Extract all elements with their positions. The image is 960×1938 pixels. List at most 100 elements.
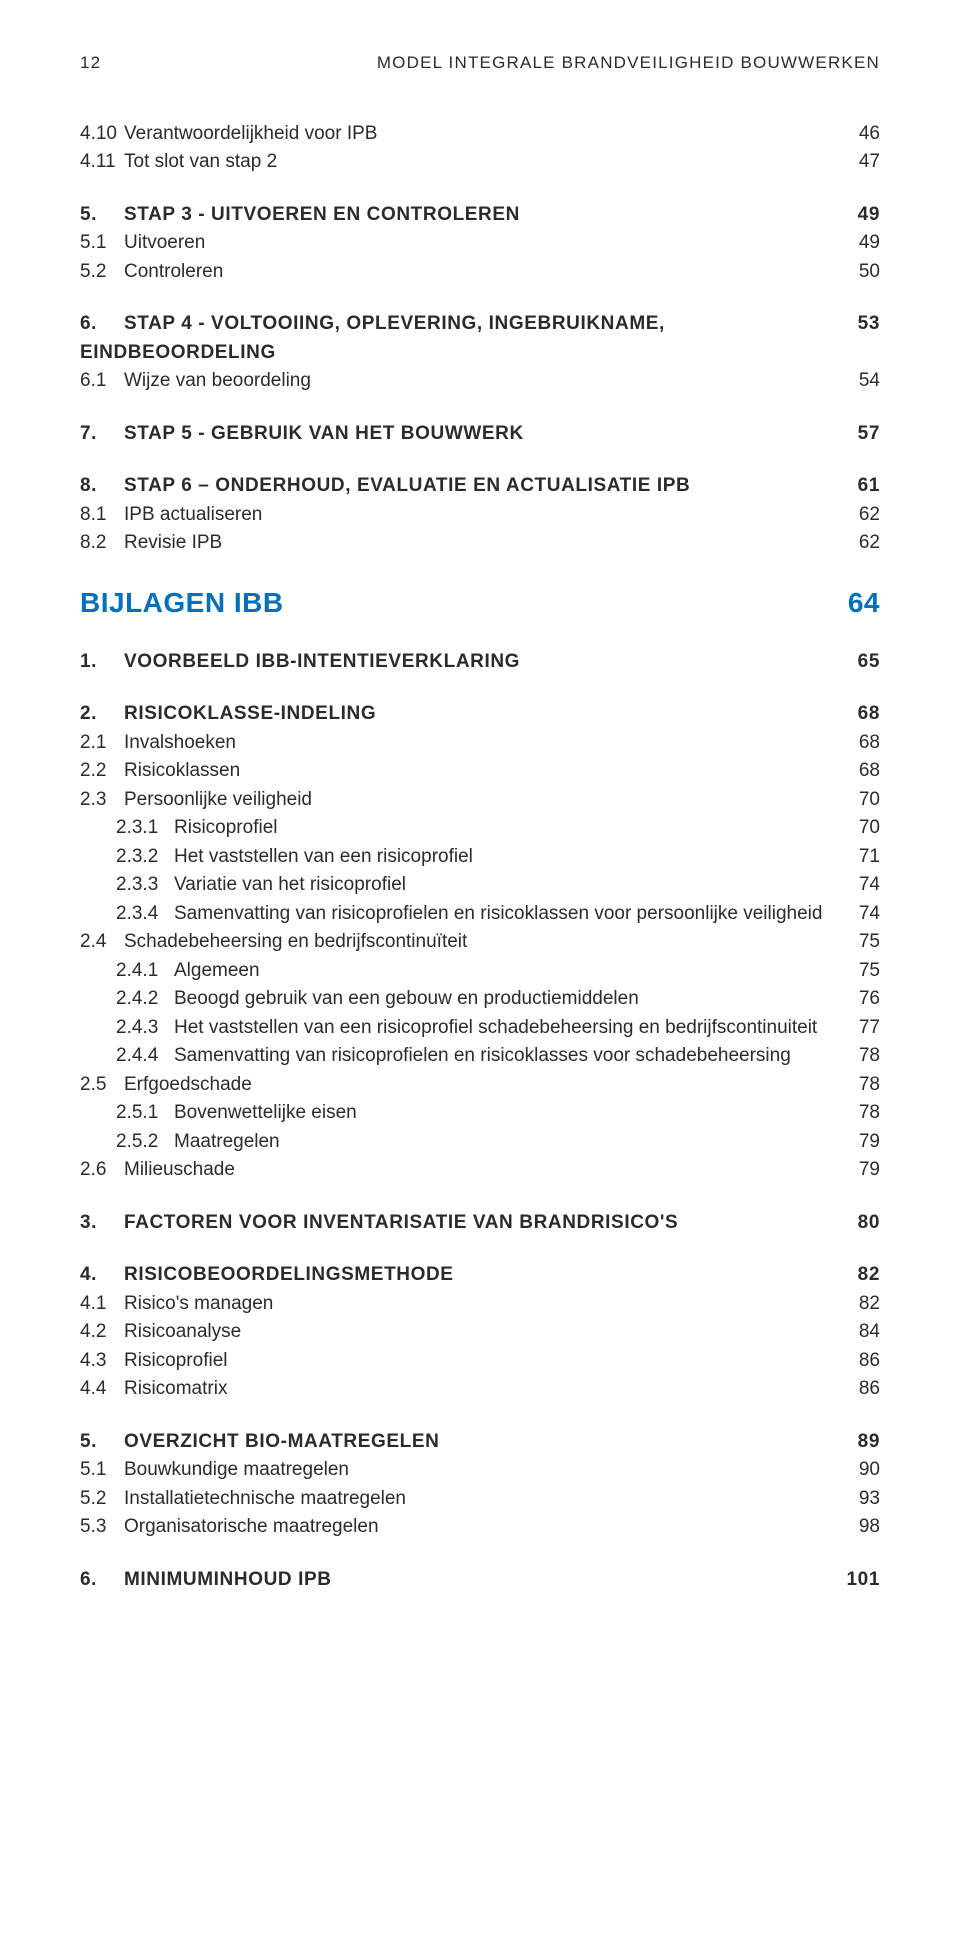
toc-text: Installatietechnische maatregelen xyxy=(124,1488,406,1509)
toc-label: 1.Voorbeeld IBB-intentieverklaring xyxy=(80,648,842,677)
toc-label: 4.Risicobeoordelingsmethode xyxy=(80,1261,842,1290)
toc-label: 2.3.4Samenvatting van risicoprofielen en… xyxy=(116,900,843,929)
toc-label: 2.4.3Het vaststellen van een risicoprofi… xyxy=(116,1014,843,1043)
toc-page: 75 xyxy=(843,957,880,986)
toc-label: 2.5.1Bovenwettelijke eisen xyxy=(116,1099,843,1128)
toc-text: Bijlagen IBB xyxy=(80,587,284,618)
toc-page: 93 xyxy=(843,1485,880,1514)
toc-row: 2.4.2Beoogd gebruik van een gebouw en pr… xyxy=(80,985,880,1014)
toc-label: 7.Stap 5 - Gebruik van het bouwwerk xyxy=(80,420,842,449)
toc-label: 6.Stap 4 - Voltooiing, oplevering, ingeb… xyxy=(80,310,842,367)
toc-row: 2.5Erfgoedschade78 xyxy=(80,1071,880,1100)
toc-label: 3.Factoren voor inventarisatie van brand… xyxy=(80,1209,842,1238)
toc-number: 2.4.2 xyxy=(116,985,174,1014)
toc-number: 4.2 xyxy=(80,1318,124,1347)
toc-label: 8.2Revisie IPB xyxy=(80,529,843,558)
document-title: Model Integrale Brandveiligheid Bouwwerk… xyxy=(377,50,880,76)
toc-page: 49 xyxy=(843,229,880,258)
toc-label: 5.Stap 3 - Uitvoeren en controleren xyxy=(80,201,842,230)
toc-label: 4.11Tot slot van stap 2 xyxy=(80,148,843,177)
toc-label: 2.4Schadebeheersing en bedrijfscontinuït… xyxy=(80,928,843,957)
toc-row: 4.10Verantwoordelijkheid voor IPB46 xyxy=(80,120,880,149)
toc-number: 4.1 xyxy=(80,1290,124,1319)
toc-label: 2.3.3Variatie van het risicoprofiel xyxy=(116,871,843,900)
toc-number: 5.2 xyxy=(80,258,124,287)
toc-row: 1.Voorbeeld IBB-intentieverklaring65 xyxy=(80,648,880,677)
toc-page: 64 xyxy=(832,582,880,624)
toc-text: Stap 3 - Uitvoeren en controleren xyxy=(124,204,520,225)
toc-number: 4.4 xyxy=(80,1375,124,1404)
toc-page: 54 xyxy=(843,367,880,396)
toc-page: 101 xyxy=(830,1566,880,1595)
toc-page: 62 xyxy=(843,501,880,530)
toc-page: 71 xyxy=(843,843,880,872)
toc-label: 5.Overzicht BIO-maatregelen xyxy=(80,1428,842,1457)
toc-text: Risicomatrix xyxy=(124,1378,227,1399)
toc-page: 68 xyxy=(842,700,880,729)
toc-text: Beoogd gebruik van een gebouw en product… xyxy=(174,988,639,1009)
toc-text: Risicoprofiel xyxy=(124,1350,227,1371)
toc-text: Minimuminhoud IPB xyxy=(124,1569,332,1590)
toc-number: 5.1 xyxy=(80,229,124,258)
toc-row: 2.4.4Samenvatting van risicoprofielen en… xyxy=(80,1042,880,1071)
toc-row: 4.1Risico's managen82 xyxy=(80,1290,880,1319)
toc-text: Erfgoedschade xyxy=(124,1074,252,1095)
toc-label: 6.1Wijze van beoordeling xyxy=(80,367,843,396)
toc-page: 68 xyxy=(843,729,880,758)
toc-text: IPB actualiseren xyxy=(124,504,262,525)
toc-row: 2.3.1Risicoprofiel70 xyxy=(80,814,880,843)
toc-row: 2.6Milieuschade79 xyxy=(80,1156,880,1185)
toc-row: 2.5.2Maatregelen 79 xyxy=(80,1128,880,1157)
toc-label: 2.6Milieuschade xyxy=(80,1156,843,1185)
toc-row: 5.1Uitvoeren49 xyxy=(80,229,880,258)
toc-row: 2.3.4Samenvatting van risicoprofielen en… xyxy=(80,900,880,929)
toc-label: 2.5Erfgoedschade xyxy=(80,1071,843,1100)
toc-row: 2.2Risicoklassen68 xyxy=(80,757,880,786)
toc-text: Maatregelen xyxy=(174,1131,280,1152)
toc-text: Bouwkundige maatregelen xyxy=(124,1459,349,1480)
toc-row: 4.4Risicomatrix86 xyxy=(80,1375,880,1404)
toc-page: 78 xyxy=(843,1071,880,1100)
toc-text: Risicoanalyse xyxy=(124,1321,241,1342)
toc-text: Persoonlijke veiligheid xyxy=(124,789,312,810)
toc-page: 70 xyxy=(843,814,880,843)
toc-text: Milieuschade xyxy=(124,1159,235,1180)
toc-number: 2.3.1 xyxy=(116,814,174,843)
toc-text: Bovenwettelijke eisen xyxy=(174,1102,357,1123)
toc-number: 5.3 xyxy=(80,1513,124,1542)
toc-row: 2.5.1Bovenwettelijke eisen78 xyxy=(80,1099,880,1128)
toc-label: 2.2Risicoklassen xyxy=(80,757,843,786)
toc-number: 2.5.2 xyxy=(116,1128,174,1157)
toc-page: 79 xyxy=(843,1156,880,1185)
toc-row: 5.3Organisatorische maatregelen98 xyxy=(80,1513,880,1542)
toc-page: 57 xyxy=(842,420,880,449)
toc-label: 2.4.2Beoogd gebruik van een gebouw en pr… xyxy=(116,985,843,1014)
toc-number: 2.4.3 xyxy=(116,1014,174,1043)
toc-row: 2.4.3Het vaststellen van een risicoprofi… xyxy=(80,1014,880,1043)
toc-row: 7.Stap 5 - Gebruik van het bouwwerk57 xyxy=(80,420,880,449)
toc-row: 2.3Persoonlijke veiligheid70 xyxy=(80,786,880,815)
toc-text: Wijze van beoordeling xyxy=(124,370,311,391)
toc-number: 4.11 xyxy=(80,148,124,177)
toc-label: 4.2Risicoanalyse xyxy=(80,1318,843,1347)
toc-page: 89 xyxy=(842,1428,880,1457)
page-number: 12 xyxy=(80,50,101,76)
toc-text: Stap 5 - Gebruik van het bouwwerk xyxy=(124,423,524,444)
toc-label: 4.10Verantwoordelijkheid voor IPB xyxy=(80,120,843,149)
toc-label: 5.1Uitvoeren xyxy=(80,229,843,258)
toc-page: 79 xyxy=(843,1128,880,1157)
toc-text: Risicoklasse-indeling xyxy=(124,703,376,724)
toc-text: Revisie IPB xyxy=(124,532,222,553)
toc-label: 5.3Organisatorische maatregelen xyxy=(80,1513,843,1542)
toc-label: 6.Minimuminhoud IPB xyxy=(80,1566,830,1595)
toc-number: 2.4 xyxy=(80,928,124,957)
toc-number: 6. xyxy=(80,1566,124,1595)
toc-number: 2.3.4 xyxy=(116,900,174,929)
toc-number: 2.4.4 xyxy=(116,1042,174,1071)
toc-number: 8.1 xyxy=(80,501,124,530)
toc-page: 53 xyxy=(842,310,880,339)
toc-page: 82 xyxy=(842,1261,880,1290)
toc-number: 2.5 xyxy=(80,1071,124,1100)
toc-number: 6.1 xyxy=(80,367,124,396)
toc-number: 6. xyxy=(80,310,124,339)
